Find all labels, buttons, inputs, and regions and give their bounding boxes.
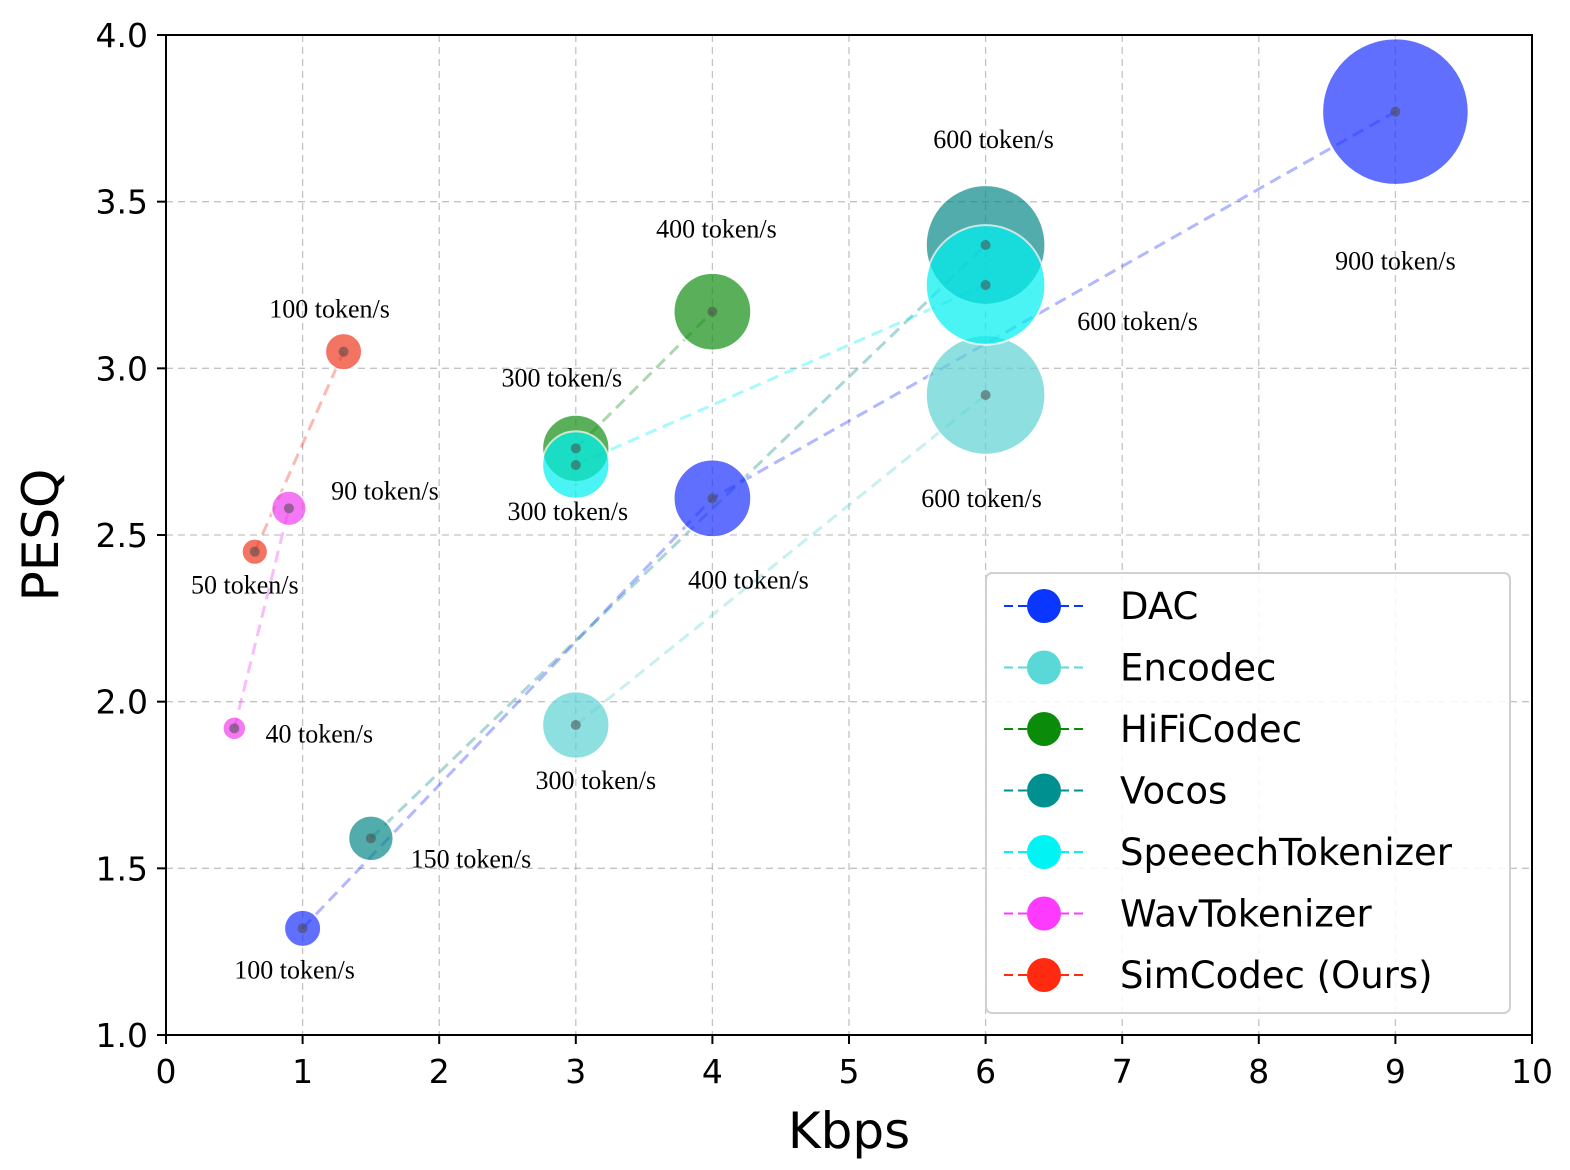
x-tick-label: 5 xyxy=(839,1052,860,1091)
data-label: 300 token/s xyxy=(507,497,628,526)
x-tick-label: 4 xyxy=(702,1052,723,1091)
bubble-center-dot xyxy=(297,923,308,934)
bubble-center-dot xyxy=(249,546,260,557)
data-label: 400 token/s xyxy=(656,215,777,244)
x-tick-label: 7 xyxy=(1112,1052,1133,1091)
bubble-center-dot xyxy=(980,280,991,290)
legend-marker xyxy=(1027,712,1061,746)
bubble-center-dot xyxy=(570,460,581,470)
data-label: 100 token/s xyxy=(234,955,355,984)
data-label: 50 token/s xyxy=(191,571,299,600)
legend-marker xyxy=(1027,650,1061,685)
data-label: 90 token/s xyxy=(331,476,439,505)
x-tick-label: 9 xyxy=(1385,1052,1406,1091)
legend-marker xyxy=(1027,958,1061,992)
data-label: 900 token/s xyxy=(1335,247,1456,276)
annotations: 100 token/s 400 token/s 900 token/s 300 tok… xyxy=(191,125,1456,984)
axes: 0 1 2 3 4 5 6 7 8 9 10 1.0 1.5 2.0 2.5 3.0 3.5 4.0 Kbps PES… xyxy=(12,16,1553,1160)
legend-label: Encodec xyxy=(1120,647,1276,690)
legend-marker xyxy=(1027,773,1061,808)
x-tick-label: 0 xyxy=(156,1052,177,1091)
bubble-center-dot xyxy=(283,503,294,514)
series-line xyxy=(575,283,987,467)
bubble-center-dot xyxy=(338,346,349,357)
data-label: 300 token/s xyxy=(535,766,656,795)
data-label: 600 token/s xyxy=(921,484,1042,513)
data-label: 600 token/s xyxy=(933,125,1054,154)
y-tick-label: 1.5 xyxy=(96,849,148,888)
bubbles xyxy=(221,37,1470,948)
y-tick-label: 3.0 xyxy=(96,349,148,388)
y-tick-label: 2.5 xyxy=(96,516,148,555)
x-axis-label: Kbps xyxy=(788,1102,910,1160)
legend: DAC Encodec HiFiCodec Vocos SpeeechTokenizer… xyxy=(985,572,1511,1014)
bubble-center-dot xyxy=(980,390,991,400)
legend-label: HiFiCodec xyxy=(1120,708,1302,751)
x-tick-label: 3 xyxy=(565,1052,586,1091)
bubble-center-dot xyxy=(1390,106,1401,117)
legend-box xyxy=(985,572,1511,1014)
data-label: 600 token/s xyxy=(1077,307,1198,336)
bubble-center-dot xyxy=(229,723,240,734)
series-line xyxy=(253,351,345,553)
data-label: 100 token/s xyxy=(269,295,390,324)
series-line xyxy=(369,243,987,840)
y-tick-label: 2.0 xyxy=(96,683,148,722)
legend-label: SpeeechTokenizer xyxy=(1120,831,1453,874)
x-tick-label: 6 xyxy=(975,1052,996,1091)
legend-marker xyxy=(1027,835,1061,869)
legend-label: DAC xyxy=(1120,585,1198,628)
legend-label: Vocos xyxy=(1120,770,1227,813)
x-tick-label: 8 xyxy=(1248,1052,1269,1091)
series-line xyxy=(574,393,987,727)
data-label: 40 token/s xyxy=(265,719,373,748)
x-tick-label: 1 xyxy=(292,1052,313,1091)
legend-marker xyxy=(1027,896,1061,931)
bubble-center-dot xyxy=(570,443,581,454)
legend-marker xyxy=(1027,589,1061,623)
y-tick-label: 1.0 xyxy=(96,1016,148,1055)
x-tick-label: 2 xyxy=(429,1052,450,1091)
legend-label: WavTokenizer xyxy=(1120,893,1373,936)
bubble-center-dot xyxy=(707,306,718,317)
bubble-center-dot xyxy=(365,833,376,844)
data-label: 150 token/s xyxy=(411,844,532,873)
y-axis-label: PESQ xyxy=(12,469,70,602)
data-label: 400 token/s xyxy=(688,565,809,594)
y-tick-label: 4.0 xyxy=(96,16,148,55)
x-tick-label: 10 xyxy=(1511,1052,1553,1091)
y-tick-label: 3.5 xyxy=(96,183,148,222)
data-label: 300 token/s xyxy=(501,363,622,392)
bubble-center-dot xyxy=(570,720,581,730)
bubble-center-dot xyxy=(707,493,718,504)
legend-label: SimCodec (Ours) xyxy=(1120,954,1433,997)
bubble-center-dot xyxy=(980,240,991,250)
